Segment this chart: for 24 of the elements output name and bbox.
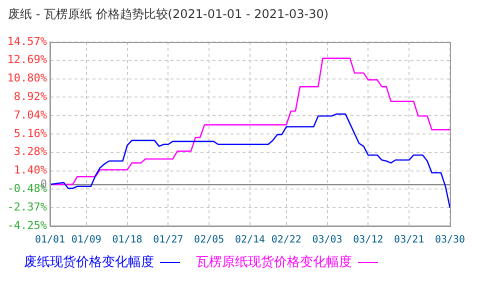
x-tick-label: 01/09	[71, 234, 102, 246]
x-tick-label: 01/18	[112, 234, 142, 246]
x-tick-label: 01/27	[153, 234, 184, 246]
y-tick-label: 12.69%	[7, 53, 48, 66]
y-tick-label: 7.04%	[14, 108, 48, 122]
x-tick-label: 02/05	[194, 234, 224, 246]
y-tick-label: 10.80%	[7, 72, 48, 85]
x-tick-label: 03/21	[394, 234, 424, 246]
y-tick-label: -2.37%	[7, 200, 48, 214]
y-tick-label: 8.92%	[14, 90, 48, 104]
y-tick-label: 5.16%	[14, 126, 48, 140]
y-tick-label: -4.25%	[7, 218, 48, 232]
x-tick-label: 03/12	[353, 234, 384, 246]
legend-label: 废纸现货价格变化幅度	[24, 254, 154, 271]
x-tick-label: 01/01	[34, 234, 66, 246]
y-tick-label: 3.28%	[14, 145, 48, 158]
y-tick-label: 1.40%	[14, 164, 48, 177]
chart-title: 废纸 - 瓦楞原纸 价格趋势比较(2021-01-01 - 2021-03-30)	[8, 6, 329, 23]
y-tick-label: 14.57%	[7, 34, 48, 48]
x-tick-label: 02/22	[271, 234, 302, 246]
legend-label: 瓦楞原纸现货价格变化幅度	[196, 254, 352, 271]
x-tick-label: 03/03	[312, 234, 342, 246]
x-tick-label: 03/30	[434, 234, 466, 246]
x-tick-label: 02/14	[234, 234, 266, 246]
